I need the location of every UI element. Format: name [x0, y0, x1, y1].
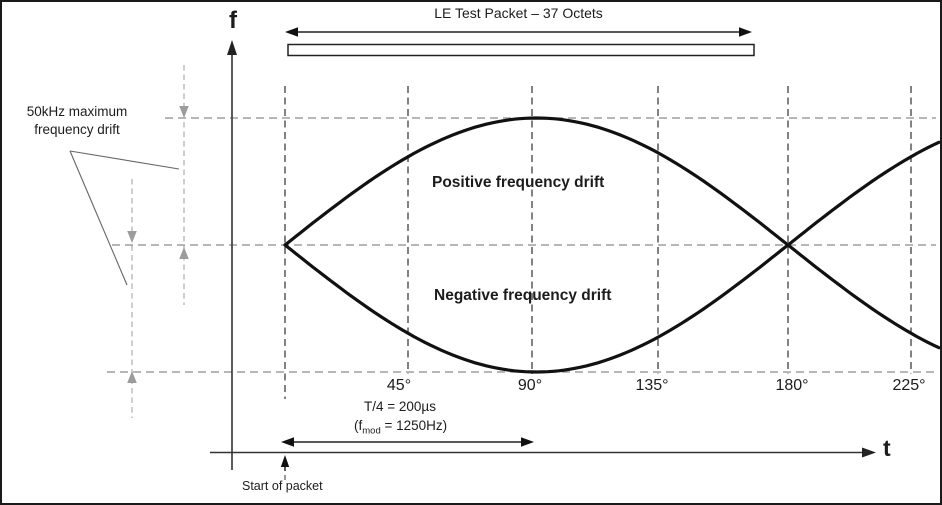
t-quarter-arrow	[281, 437, 534, 447]
arrow-right-icon	[521, 437, 534, 447]
callout-line	[69, 150, 180, 170]
t-axis-label: t	[883, 435, 891, 461]
start-of-packet-label: Start of packet	[242, 479, 323, 493]
start-of-packet-marker	[280, 455, 290, 480]
arrow-right-icon	[739, 27, 752, 37]
negative-drift-label: Negative frequency drift	[434, 287, 612, 304]
arrow-down-icon	[179, 106, 189, 118]
drift-dimension-lines	[127, 65, 189, 418]
x-tick-label: 225°	[892, 377, 926, 394]
arrow-up-icon	[179, 247, 189, 259]
arrow-up-icon	[227, 40, 237, 55]
max-drift-note-line2: frequency drift	[34, 121, 120, 137]
packet-label: LE Test Packet – 37 Octets	[434, 5, 603, 21]
x-tick-label: 45°	[386, 377, 412, 394]
arrow-right-icon	[862, 447, 876, 458]
arrow-up-icon	[280, 455, 290, 467]
max-drift-note: 50kHz maximum frequency drift	[12, 103, 142, 138]
arrow-left-icon	[285, 27, 298, 37]
positive-drift-curve	[283, 116, 940, 350]
packet-bar	[287, 43, 755, 57]
x-tick-label: 135°	[635, 377, 669, 394]
packet-span-arrow	[285, 27, 752, 37]
max-drift-note-line1: 50kHz maximum	[26, 104, 128, 119]
fmod-label: (fmod = 1250Hz)	[354, 418, 448, 437]
vertical-gridlines	[284, 86, 912, 399]
f-axis-label: f	[229, 7, 237, 34]
fmod-prefix: (f	[354, 418, 363, 433]
x-tick-label: 180°	[775, 377, 809, 394]
t-axis	[210, 447, 876, 458]
arrow-down-icon	[127, 231, 137, 243]
arrow-left-icon	[281, 437, 294, 447]
t-quarter-label: T/4 = 200µs	[364, 399, 436, 414]
arrow-up-icon	[127, 371, 137, 383]
horizontal-gridlines	[107, 117, 936, 373]
fmod-suffix: = 1250Hz)	[380, 418, 448, 433]
x-tick-label: 90°	[517, 377, 543, 394]
negative-drift-curve	[283, 140, 940, 374]
callout-line	[69, 150, 128, 286]
f-axis	[227, 40, 237, 470]
fmod-subscript: mod	[362, 425, 381, 437]
positive-drift-label: Positive frequency drift	[432, 174, 605, 191]
drift-note-callout	[69, 150, 180, 286]
